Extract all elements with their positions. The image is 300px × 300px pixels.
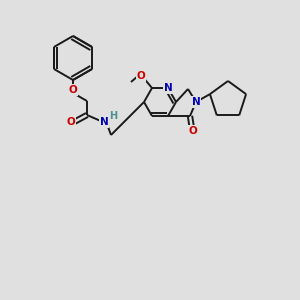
Text: N: N [192, 97, 200, 107]
Text: O: O [136, 71, 146, 81]
Text: O: O [189, 126, 197, 136]
Text: O: O [67, 117, 75, 127]
Text: N: N [100, 117, 108, 127]
Text: O: O [69, 85, 77, 95]
Text: N: N [164, 83, 172, 93]
Text: H: H [109, 111, 117, 121]
